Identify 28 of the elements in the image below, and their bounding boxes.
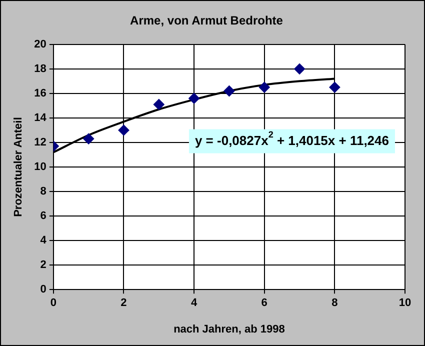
y-tick-label: 16 bbox=[34, 87, 46, 100]
y-tick-label: 10 bbox=[34, 161, 46, 174]
y-tick-label: 20 bbox=[34, 38, 46, 50]
y-tick-label: 0 bbox=[40, 284, 46, 296]
x-tick-label: 4 bbox=[191, 297, 198, 310]
point bbox=[83, 133, 94, 144]
x-tick-label: 10 bbox=[398, 297, 412, 310]
point bbox=[294, 63, 306, 74]
point bbox=[188, 92, 200, 104]
x-tick-label: 6 bbox=[261, 297, 268, 310]
point bbox=[118, 124, 130, 136]
point bbox=[153, 98, 164, 110]
chart-title: Arme, von Armut Bedrohte bbox=[130, 14, 284, 28]
y-tick-label: 12 bbox=[34, 136, 46, 149]
y-tick-label: 4 bbox=[40, 234, 48, 247]
point bbox=[224, 85, 235, 96]
point bbox=[329, 82, 340, 93]
x-tick-label: 8 bbox=[332, 297, 338, 310]
y-tick-label: 2 bbox=[40, 259, 46, 272]
y-tick-label: 18 bbox=[34, 62, 46, 75]
x-tick-label: 2 bbox=[120, 297, 127, 310]
point bbox=[258, 82, 270, 93]
x-axis-title: nach Jahren, ab 1998 bbox=[174, 323, 285, 336]
y-axis-title: Prozentualer Anteil bbox=[12, 117, 25, 217]
y-tick-label: 8 bbox=[40, 186, 46, 198]
x-tick-label: 0 bbox=[50, 297, 56, 310]
y-tick-label: 6 bbox=[40, 210, 46, 222]
y-tick-label: 14 bbox=[34, 112, 48, 124]
